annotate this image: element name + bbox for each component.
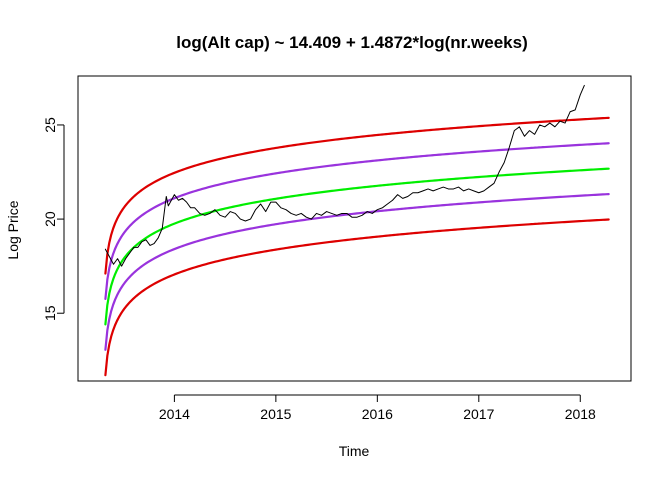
band-series-line-4 bbox=[104, 218, 610, 377]
x-tick-label: 2014 bbox=[159, 406, 190, 422]
y-axis: 15 20 25 bbox=[42, 117, 65, 321]
chart-title: log(Alt cap) ~ 14.409 + 1.4872*log(nr.we… bbox=[176, 33, 528, 52]
price-series-line bbox=[104, 84, 585, 267]
x-tick-label: 2018 bbox=[565, 406, 596, 422]
x-axis-label: Time bbox=[339, 443, 370, 459]
fit-series-line bbox=[104, 167, 610, 326]
x-tick-label: 2015 bbox=[260, 406, 291, 422]
y-tick-label: 25 bbox=[42, 117, 58, 133]
y-tick-label: 15 bbox=[42, 305, 58, 321]
x-axis: 2014 2015 2016 2017 2018 bbox=[159, 394, 596, 422]
x-tick-label: 2016 bbox=[362, 406, 393, 422]
series-layer bbox=[104, 84, 610, 377]
band-series-line-3 bbox=[104, 192, 610, 351]
x-tick-label: 2017 bbox=[463, 406, 494, 422]
y-axis-label: Log Price bbox=[5, 200, 21, 259]
y-tick-label: 20 bbox=[42, 211, 58, 227]
band-series-line-0 bbox=[104, 116, 610, 275]
band-series-line-1 bbox=[104, 142, 610, 301]
plot-area-frame bbox=[77, 75, 632, 382]
